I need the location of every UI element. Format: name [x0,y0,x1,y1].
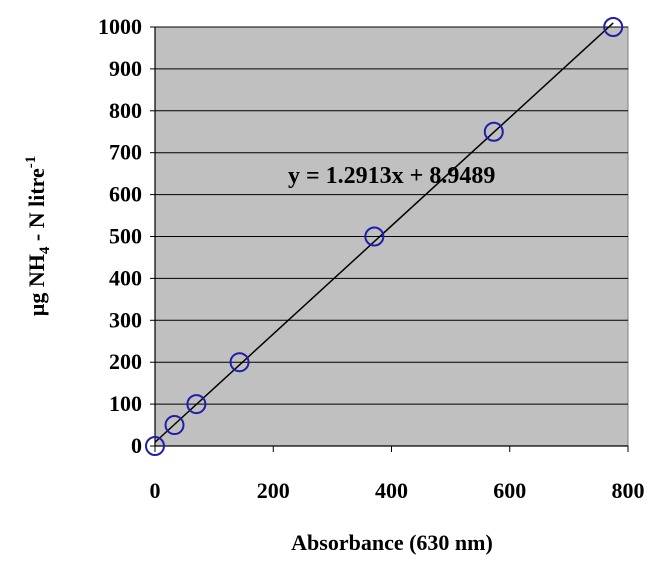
grid-lines [155,26,628,405]
y-axis-title-superscript: -1 [23,156,39,169]
x-tick-label: 400 [375,478,408,503]
y-tick-label: 900 [109,56,142,81]
y-tick-label: 1000 [98,14,142,39]
data-point [164,415,185,436]
y-tick-label: 200 [109,349,142,374]
y-tick-label: 0 [131,433,142,458]
y-tick-label: 800 [109,98,142,123]
y-tick-label: 500 [109,224,142,249]
x-tick-labels: 0 200 400 600 800 [150,446,645,503]
y-tick-labels: 0 100 200 300 400 500 600 700 800 900 1000 [98,14,155,458]
data-point [603,17,624,37]
trendline-equation: y = 1.2913x + 8.9489 [288,163,495,189]
y-tick-label: 700 [109,140,142,165]
y-axis-title-subscript: 4 [37,246,53,254]
y-axis-title-prefix: µg NH [24,254,49,316]
y-axis-title-middle: - N litre [24,168,49,247]
y-axis-title: µg NH4 - N litre-1 [23,156,53,317]
data-point [483,121,504,142]
x-tick-label: 0 [150,478,161,503]
y-tick-label: 400 [109,265,142,290]
data-point [364,226,385,247]
x-tick-label: 200 [257,478,290,503]
x-axis-title: Absorbance (630 nm) [291,530,493,555]
y-tick-label: 600 [109,182,142,207]
x-tick-label: 600 [493,478,526,503]
data-point [186,394,207,415]
x-tick-label: 800 [612,478,645,503]
data-point [145,436,165,456]
data-points [145,17,624,456]
trendline [154,22,614,443]
y-tick-label: 300 [109,307,142,332]
data-point [229,352,250,373]
y-tick-label: 100 [109,391,142,416]
